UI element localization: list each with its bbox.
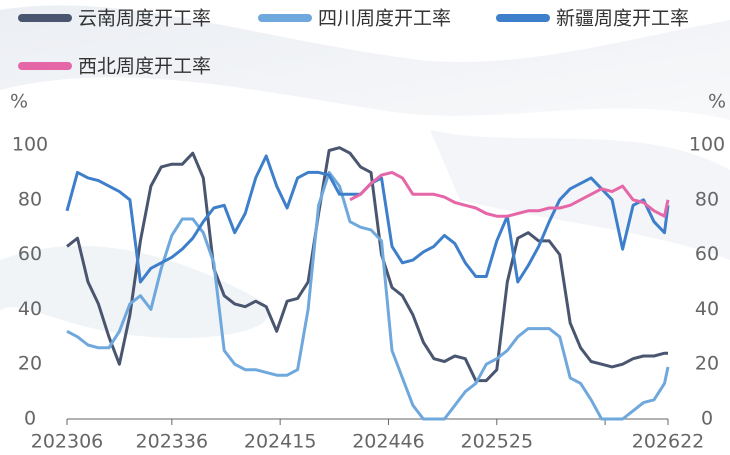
y-tick-label: 100	[12, 134, 48, 156]
y-tick-label: 40	[18, 298, 42, 320]
y2-tick-label: 60	[695, 243, 719, 265]
legend-label: 四川周度开工率	[318, 8, 451, 30]
x-tick-label: 202525	[461, 431, 534, 453]
y2-tick-label: 80	[695, 188, 719, 210]
legend-label: 西北周度开工率	[78, 56, 211, 78]
y-tick-label: 20	[18, 353, 42, 375]
legend-label: 云南周度开工率	[78, 8, 211, 30]
y-tick-label: 60	[18, 243, 42, 265]
chart: % % 0 20 40 60 80 100 0 20 40 60 80 100 202306 202336…	[0, 0, 730, 455]
y2-tick-label: 0	[701, 408, 713, 430]
y-tick-label: 0	[24, 408, 36, 430]
y-axis-unit: %	[10, 91, 28, 113]
x-tick-label: 202336	[136, 431, 209, 453]
y-tick-label: 80	[18, 188, 42, 210]
legend-label: 新疆周度开工率	[556, 8, 689, 30]
y2-tick-label: 40	[695, 298, 719, 320]
x-tick-label: 202622	[632, 431, 705, 453]
y2-tick-label: 20	[695, 353, 719, 375]
x-tick-label: 202446	[352, 431, 425, 453]
x-tick-label: 202415	[244, 431, 317, 453]
y2-tick-label: 100	[689, 134, 725, 156]
x-tick-label: 202306	[31, 431, 104, 453]
y2-axis-unit: %	[708, 91, 726, 113]
